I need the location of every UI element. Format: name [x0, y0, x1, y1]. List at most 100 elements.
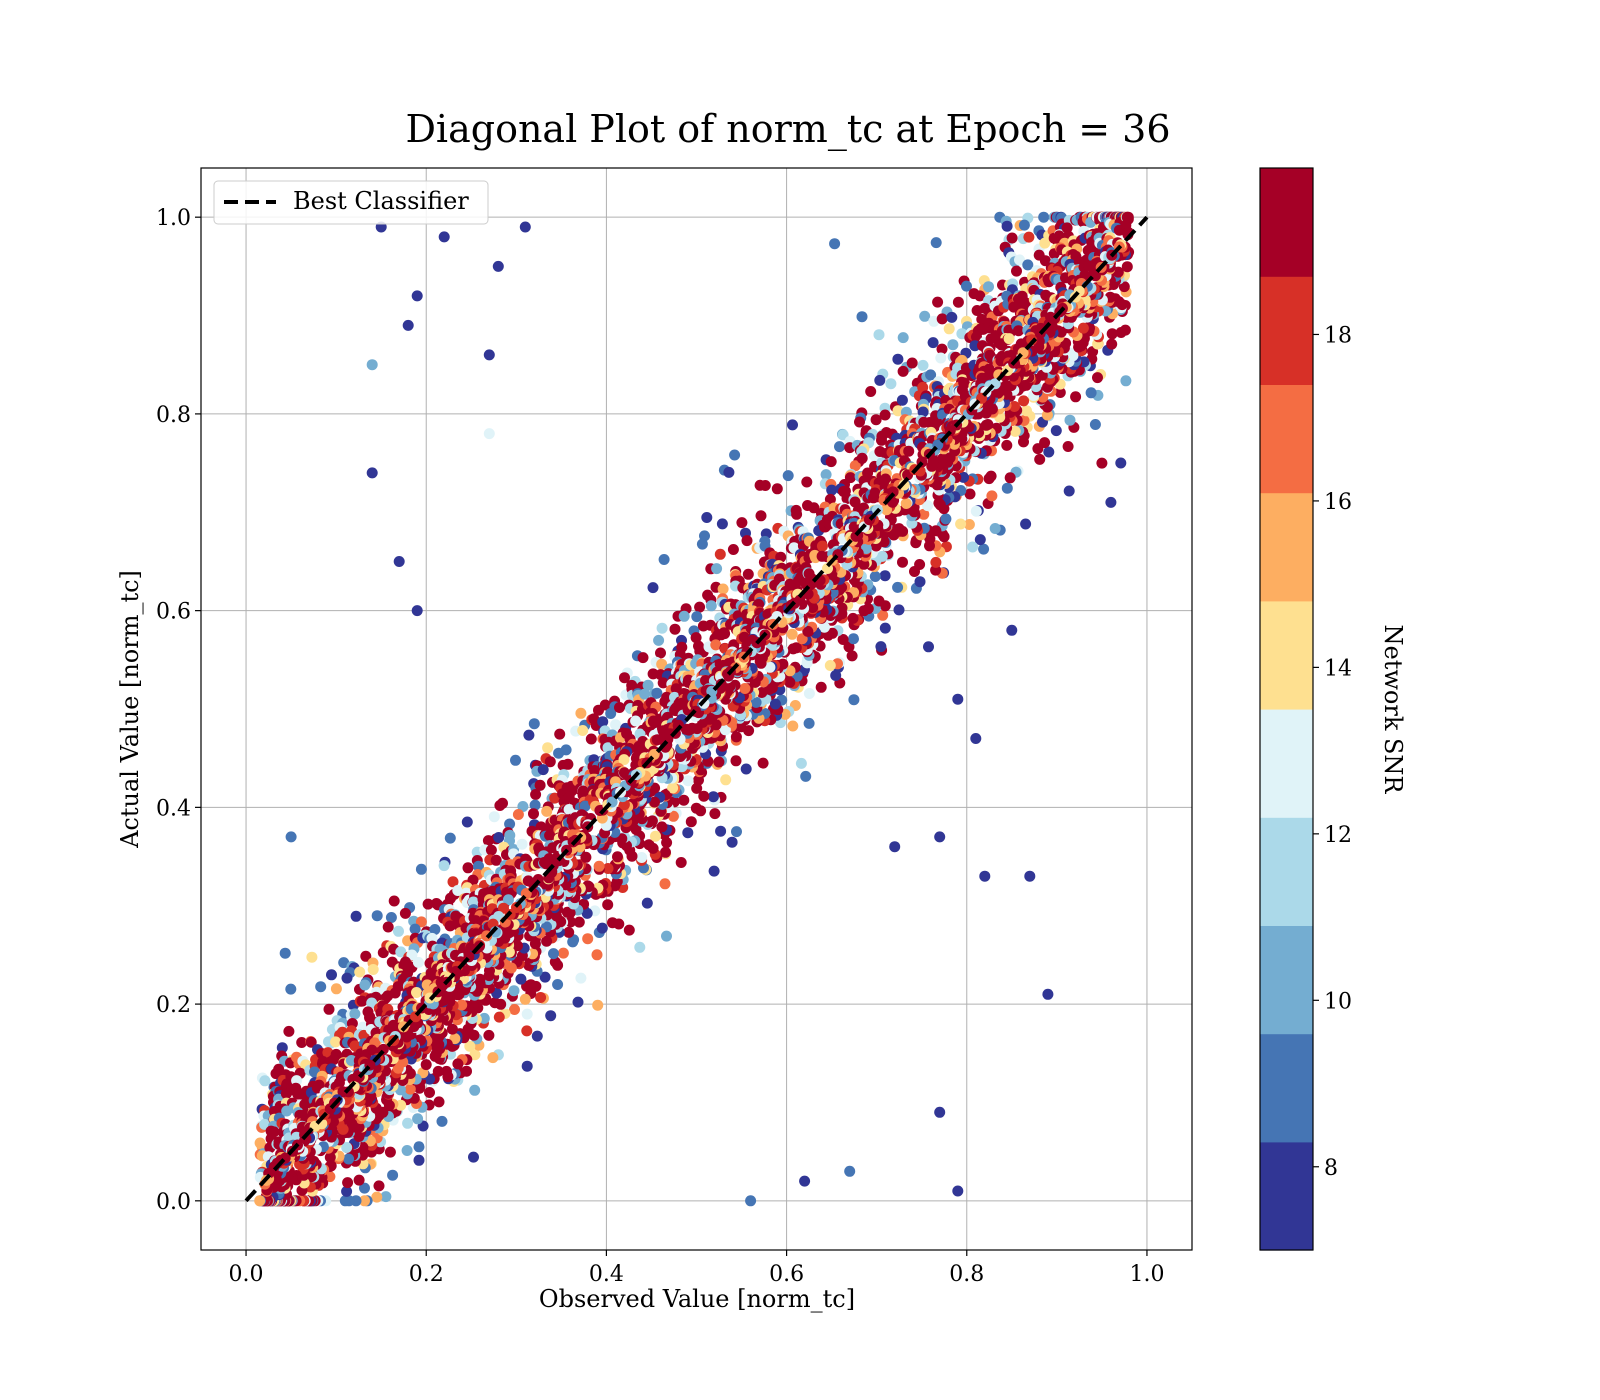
scatter-point	[826, 484, 838, 496]
scatter-point	[1070, 391, 1082, 403]
scatter-point	[1106, 328, 1118, 340]
scatter-point	[517, 801, 529, 812]
scatter-point	[736, 517, 748, 529]
scatter-point	[1001, 439, 1013, 451]
scatter-point	[854, 416, 865, 428]
scatter-point	[757, 757, 769, 769]
scatter-point	[523, 729, 535, 741]
y-axis-label: Actual Value [norm_tc]	[116, 570, 144, 849]
scatter-point	[487, 1052, 499, 1064]
scatter-point	[930, 525, 942, 537]
scatter-point	[1106, 338, 1118, 350]
scatter-point	[485, 844, 497, 856]
scatter-point	[716, 518, 728, 530]
scatter-point	[577, 725, 589, 736]
scatter-point	[484, 965, 495, 977]
scatter-point	[489, 997, 501, 1009]
scatter-point	[438, 231, 450, 243]
scatter-point	[897, 365, 909, 377]
scatter-point	[961, 280, 972, 292]
scatter-point	[436, 1115, 448, 1127]
y-tick-label: 0.4	[156, 796, 191, 821]
scatter-point	[943, 323, 955, 335]
scatter-point	[433, 1096, 445, 1108]
best-classifier-line	[244, 215, 1149, 1203]
scatter-point	[1018, 219, 1030, 231]
scatter-point	[849, 460, 861, 472]
scatter-point	[849, 496, 861, 508]
scatter-point	[411, 290, 423, 302]
scatter-point	[444, 832, 456, 844]
scatter-point	[1022, 259, 1034, 271]
scatter-point	[404, 1083, 416, 1095]
scatter-point	[483, 428, 495, 440]
scatter-point	[914, 576, 926, 588]
scatter-point	[1105, 496, 1117, 508]
scatter-point	[727, 544, 739, 555]
scatter-point	[552, 979, 564, 990]
scatter-point	[446, 1023, 458, 1035]
scatter-point	[539, 971, 551, 983]
scatter-point	[667, 782, 679, 794]
scatter-point	[952, 296, 964, 308]
scatter-point	[341, 972, 353, 984]
scatter-point	[339, 1195, 351, 1207]
scatter-point	[353, 1174, 365, 1186]
scatter-point	[483, 349, 495, 361]
scatter-point	[1092, 372, 1103, 384]
scatter-point	[925, 369, 937, 381]
scatter-point	[467, 874, 479, 886]
scatter-point	[682, 775, 694, 787]
scatter-point	[764, 661, 776, 673]
scatter-point	[705, 600, 717, 612]
scatter-point	[1004, 472, 1016, 484]
scatter-point	[775, 551, 787, 563]
scatter-point	[326, 969, 337, 981]
scatter-point	[441, 1065, 452, 1077]
scatter-point	[345, 1055, 357, 1066]
scatter-point	[935, 352, 947, 364]
scatter-point	[515, 973, 527, 985]
scatter-point	[955, 518, 967, 530]
scatter-point	[305, 1036, 317, 1048]
scatter-point	[656, 622, 668, 634]
scatter-point	[936, 343, 948, 355]
scatter-point	[709, 808, 721, 820]
scatter-point	[745, 1195, 757, 1207]
scatter-point	[964, 488, 976, 500]
scatter-point	[846, 650, 858, 662]
scatter-point	[742, 568, 754, 580]
scatter-point	[619, 672, 630, 684]
scatter-point	[349, 1008, 361, 1020]
scatter-point	[847, 612, 859, 624]
scatter-point	[413, 1141, 425, 1153]
colorbar-segments	[1260, 168, 1313, 1251]
scatter-point	[707, 791, 719, 803]
scatter-point	[510, 754, 521, 766]
scatter-point	[937, 453, 948, 465]
scatter-point	[647, 582, 659, 594]
scatter-point	[739, 683, 751, 694]
scatter-point	[698, 790, 710, 802]
scatter-point	[1064, 414, 1076, 426]
scatter-point	[492, 260, 504, 272]
scatter-point	[690, 802, 702, 814]
scatter-point	[259, 1075, 271, 1087]
scatter-point	[537, 764, 549, 776]
scatter-point	[860, 543, 872, 554]
scatter-point	[714, 548, 726, 560]
legend-entry-best-classifier: Best Classifier	[293, 187, 469, 215]
scatter-point	[769, 698, 781, 710]
scatter-point	[449, 1033, 461, 1045]
scatter-point	[848, 694, 860, 706]
scatter-points	[254, 211, 1135, 1207]
scatter-point	[341, 1185, 353, 1197]
scatter-point	[825, 456, 837, 468]
scatter-point	[829, 238, 841, 250]
scatter-point	[541, 805, 553, 817]
scatter-point	[602, 863, 614, 874]
scatter-point	[429, 924, 441, 935]
scatter-point	[837, 634, 849, 645]
scatter-point	[389, 987, 401, 999]
scatter-point	[978, 543, 990, 555]
